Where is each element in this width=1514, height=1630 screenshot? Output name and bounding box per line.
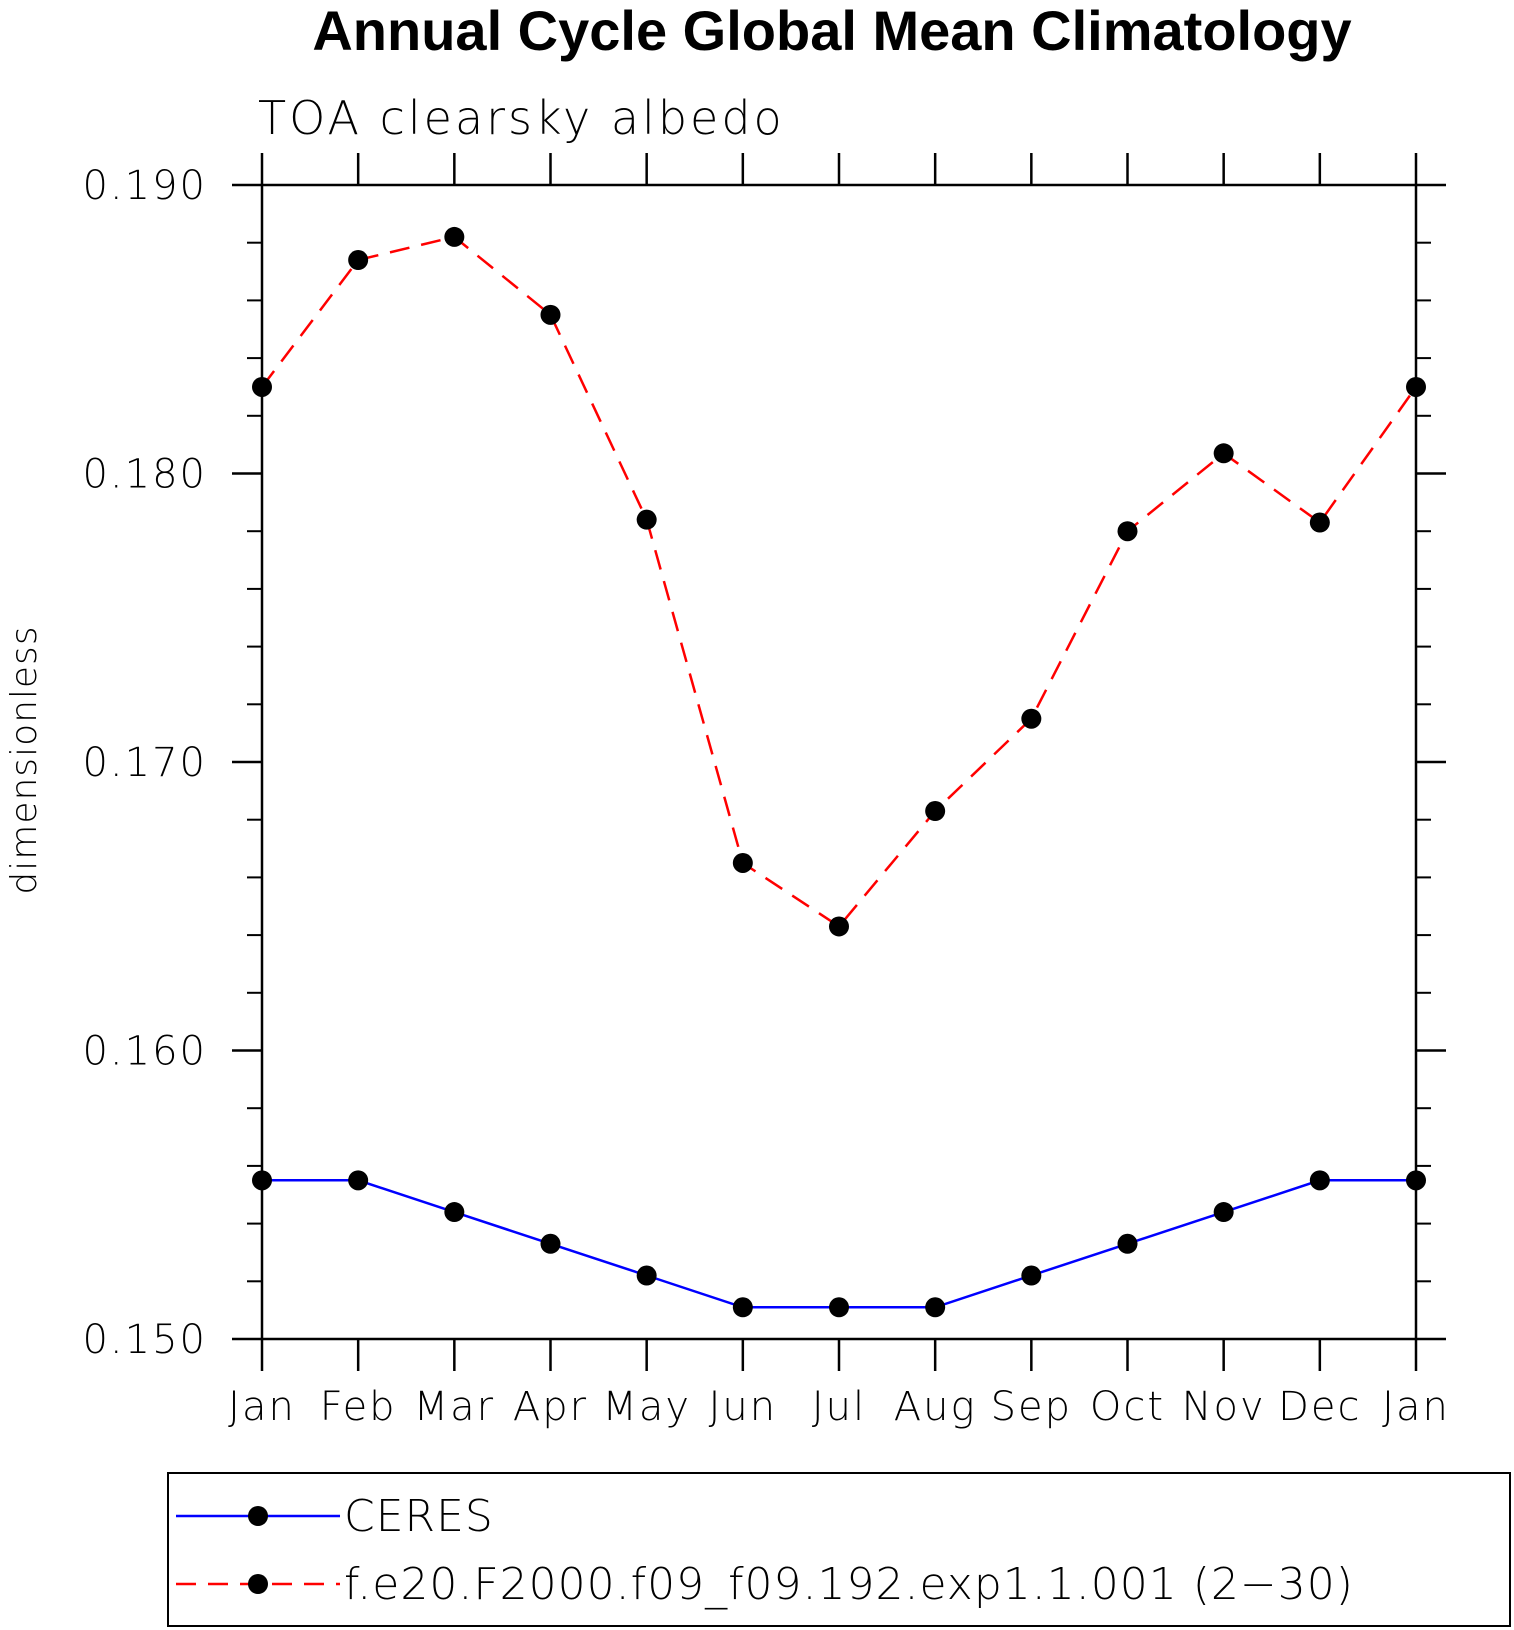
data-point xyxy=(1309,1170,1330,1191)
x-tick-label: Aug xyxy=(894,1384,977,1430)
y-tick-label: 0.190 xyxy=(82,163,207,209)
legend-model-marker xyxy=(248,1574,268,1594)
data-point xyxy=(252,376,272,397)
data-point xyxy=(1213,443,1234,464)
data-point xyxy=(540,304,561,325)
chart-subtitle: TOA clearsky albedo xyxy=(258,91,785,145)
legend-box xyxy=(167,1472,1511,1627)
data-point xyxy=(444,226,465,247)
series-line-ceres xyxy=(262,1179,1416,1309)
x-tick-label: Apr xyxy=(513,1384,588,1430)
data-point xyxy=(1406,1170,1426,1191)
legend: CERES f.e20.F2000.f09_f09.192.exp1.1.001… xyxy=(167,1472,1511,1627)
data-point xyxy=(925,801,946,822)
data-point xyxy=(1117,521,1138,542)
data-point xyxy=(540,1233,561,1254)
x-tick-label: May xyxy=(602,1384,691,1430)
data-point xyxy=(1021,708,1042,729)
x-tick-label: Mar xyxy=(414,1384,495,1430)
data-point xyxy=(829,1297,849,1318)
data-series xyxy=(252,226,1426,1318)
data-point xyxy=(348,1170,369,1191)
plot-frame xyxy=(260,183,1418,1341)
x-tick-label: Jul xyxy=(812,1384,866,1430)
y-tick-label: 0.150 xyxy=(82,1317,207,1363)
legend-model-label: f.e20.F2000.f09_f09.192.exp1.1.001 (2−30… xyxy=(344,1559,1354,1610)
y-tick-label: 0.180 xyxy=(82,452,207,498)
data-point xyxy=(348,250,369,271)
data-point xyxy=(252,1170,272,1191)
y-tick-label: 0.170 xyxy=(82,740,207,786)
data-point xyxy=(1213,1202,1234,1223)
x-tick-label: Nov xyxy=(1182,1384,1266,1430)
x-tick-label: Jan xyxy=(1382,1384,1450,1430)
data-point xyxy=(1117,1233,1138,1254)
x-tick-label: Jan xyxy=(228,1384,296,1430)
x-tick-label: Jun xyxy=(709,1384,778,1430)
y-tick-label: 0.160 xyxy=(82,1029,207,1075)
x-tick-label: Feb xyxy=(320,1384,397,1430)
legend-ceres-marker xyxy=(248,1506,268,1526)
data-point xyxy=(444,1202,465,1223)
x-tick-label: Oct xyxy=(1090,1384,1165,1430)
data-point xyxy=(732,852,753,873)
x-tick-label: Dec xyxy=(1278,1384,1361,1430)
axes: Jan Feb Mar Apr May Jun Jul Aug Sep Oct Nov Dec Jan 0… xyxy=(82,153,1450,1430)
x-tick-label: Sep xyxy=(991,1384,1072,1430)
chart-title: Annual Cycle Global Mean Climatology xyxy=(312,0,1351,62)
data-point xyxy=(636,509,657,530)
data-point xyxy=(1406,376,1426,397)
legend-ceres-label: CERES xyxy=(344,1491,494,1542)
data-point xyxy=(925,1297,946,1318)
data-point xyxy=(636,1265,657,1286)
data-point xyxy=(732,1297,753,1318)
data-point xyxy=(829,916,849,937)
data-point xyxy=(1021,1265,1042,1286)
y-axis-label: dimensionless xyxy=(4,625,45,894)
series-line-model xyxy=(261,235,1418,929)
data-point xyxy=(1309,512,1330,533)
